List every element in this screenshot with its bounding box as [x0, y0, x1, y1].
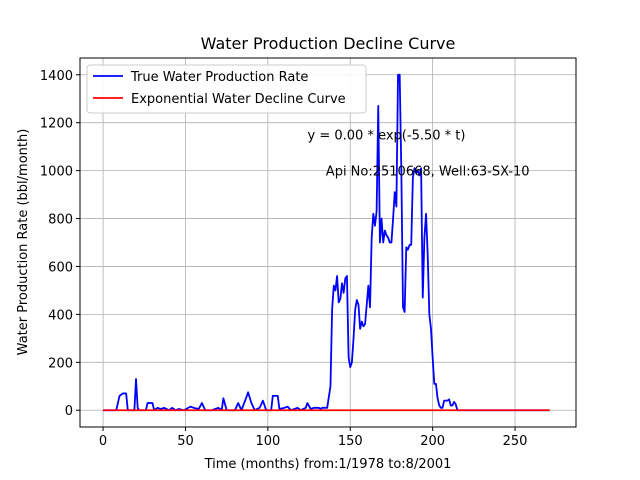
y-tick-label: 600 — [48, 260, 73, 275]
y-tick-label: 400 — [48, 308, 73, 323]
y-tick-label: 1200 — [40, 117, 73, 132]
x-tick-label: 150 — [338, 434, 363, 449]
x-tick-label: 250 — [503, 434, 528, 449]
y-axis-ticks: 0 200 400 600 800 1000 1200 1400 — [40, 69, 80, 419]
x-tick-label: 50 — [177, 434, 194, 449]
series-layer — [103, 73, 550, 412]
well-info-annotation: Api No:2510668, Well:63-SX-10 — [326, 165, 530, 180]
legend-label-true-rate: True Water Production Rate — [130, 70, 308, 85]
chart-title: Water Production Decline Curve — [201, 34, 456, 53]
legend-label-exponential-decline: Exponential Water Decline Curve — [131, 92, 346, 107]
x-tick-label: 200 — [420, 434, 445, 449]
fit-equation-annotation: y = 0.00 * exp(-5.50 * t) — [308, 129, 466, 144]
legend-box — [86, 64, 367, 114]
y-tick-label: 0 — [65, 404, 73, 419]
x-tick-label: 0 — [99, 434, 107, 449]
true-water-production-rate-line — [103, 73, 550, 412]
x-axis-ticks: 0 50 100 150 200 250 — [99, 427, 528, 449]
y-tick-label: 1000 — [40, 165, 73, 180]
legend: True Water Production Rate Exponential W… — [86, 64, 367, 114]
y-tick-label: 800 — [48, 213, 73, 228]
plot-area-frame — [79, 57, 577, 428]
y-tick-label: 1400 — [40, 69, 73, 84]
y-axis-label: Water Production Rate (bbl/month) — [16, 129, 31, 356]
x-tick-label: 100 — [255, 434, 280, 449]
y-tick-label: 200 — [48, 356, 73, 371]
x-axis-label: Time (months) from:1/1978 to:8/2001 — [204, 457, 452, 472]
annotations: y = 0.00 * exp(-5.50 * t) Api No:2510668… — [308, 129, 530, 180]
